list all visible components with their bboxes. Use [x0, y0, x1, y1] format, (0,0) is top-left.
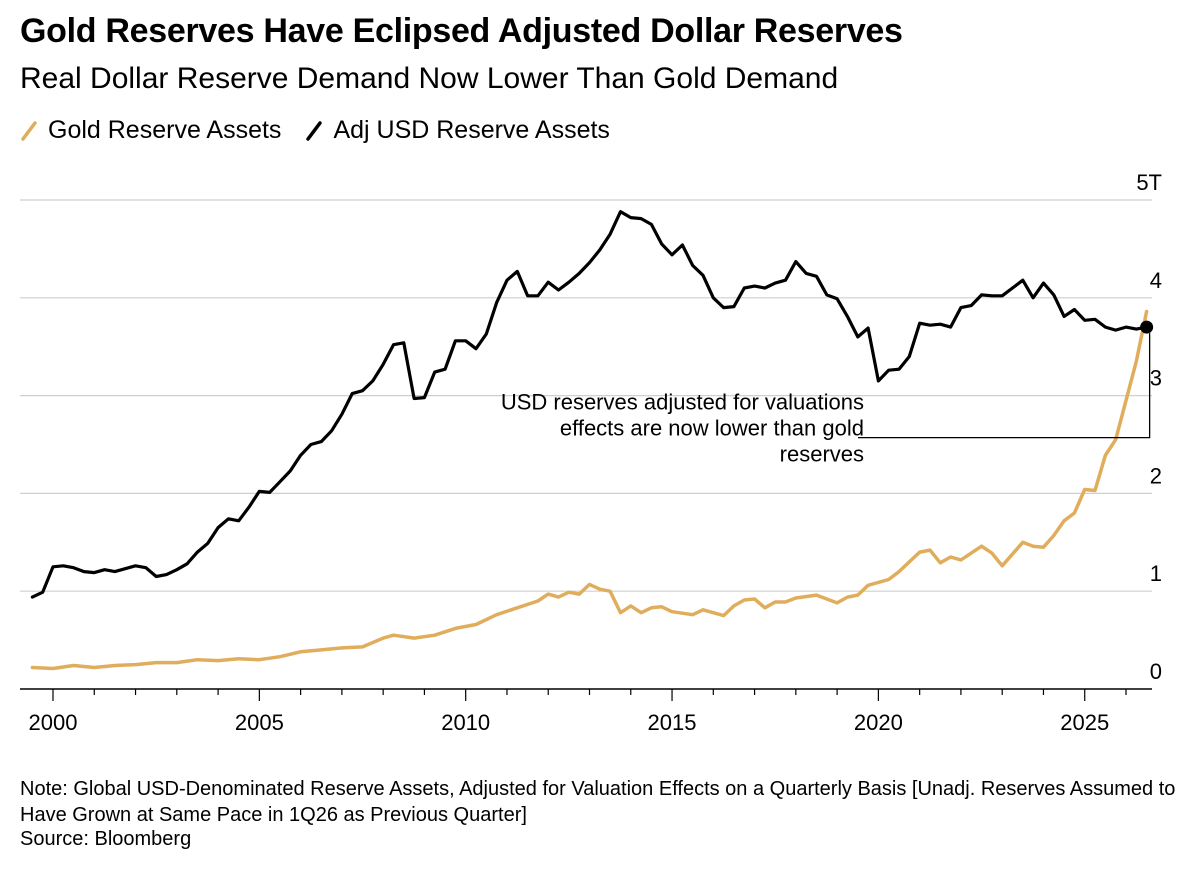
- legend-label-gold: Gold Reserve Assets: [48, 116, 282, 144]
- line-chart: 2000 2005 2010 2015 2020 2025 0 1 2 3 4 5T USD res…: [20, 170, 1162, 735]
- y-tick-label-2: 2: [1150, 463, 1162, 488]
- y-tick-label-5: 5T: [1136, 170, 1162, 195]
- chart-title: Gold Reserves Have Eclipsed Adjusted Dol…: [20, 12, 903, 50]
- x-tick-label-2010: 2010: [441, 710, 490, 735]
- chart-legend: Gold Reserve Assets Adj USD Reserve Asse…: [20, 116, 634, 145]
- x-tick-label-2025: 2025: [1060, 710, 1109, 735]
- series-line-gold: [30, 309, 1149, 671]
- x-axis: 2000 2005 2010 2015 2020 2025: [20, 688, 1152, 735]
- legend-item-gold: Gold Reserve Assets: [20, 116, 281, 145]
- footnote: Note: Global USD-Denominated Reserve Ass…: [20, 778, 1176, 826]
- annotation-text-line-1: USD reserves adjusted for valuations: [501, 390, 864, 415]
- series-line-usd: [30, 210, 1149, 599]
- y-tick-label-4: 4: [1150, 268, 1162, 293]
- y-tick-label-0: 0: [1150, 659, 1162, 684]
- legend-swatch-gold-icon: [21, 120, 37, 141]
- chart-subtitle: Real Dollar Reserve Demand Now Lower Tha…: [20, 62, 839, 95]
- annotation-bracket: [858, 333, 1151, 439]
- source-line: Source: Bloomberg: [20, 828, 192, 850]
- gridlines: [20, 199, 1152, 592]
- y-tick-label-1: 1: [1150, 561, 1162, 586]
- y-tick-label-3: 3: [1150, 366, 1162, 391]
- y-axis-labels: 0 1 2 3 4 5T: [1136, 170, 1162, 684]
- x-tick-label-2000: 2000: [29, 710, 78, 735]
- annotation-marker: [1140, 320, 1154, 334]
- legend-swatch-gold-line: [21, 120, 37, 141]
- legend-swatch-usd-icon: [306, 120, 323, 141]
- x-tick-label-2020: 2020: [854, 710, 903, 735]
- x-tick-label-2005: 2005: [235, 710, 284, 735]
- legend-item-usd: Adj USD Reserve Assets: [305, 116, 610, 145]
- x-tick-label-2015: 2015: [648, 710, 697, 735]
- annotation: USD reserves adjusted for valuationseffe…: [501, 320, 1154, 467]
- legend-label-usd: Adj USD Reserve Assets: [333, 116, 610, 144]
- legend-swatch-usd-line: [306, 120, 323, 141]
- annotation-text-line-2: effects are now lower than gold: [560, 416, 864, 441]
- annotation-text-line-3: reserves: [780, 442, 864, 467]
- series-lines: [30, 210, 1149, 671]
